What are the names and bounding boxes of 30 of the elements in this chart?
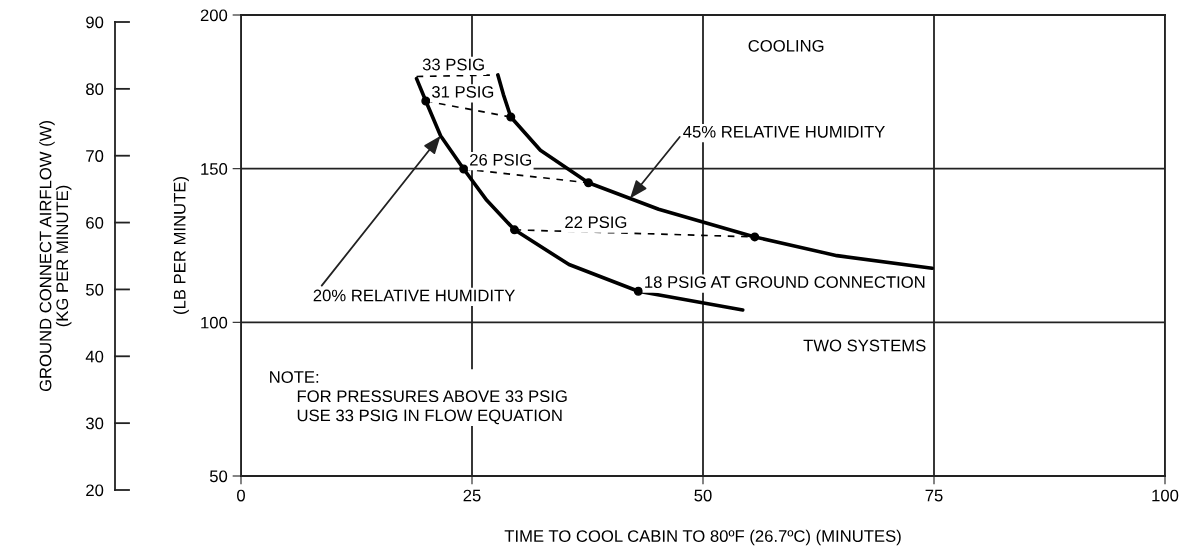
x-tick-label: 50 (694, 489, 712, 502)
annotation: NOTE: FOR PRESSURES ABOVE 33 PSIG USE 33 PSIG IN FLOW EQUATION (270, 371, 567, 425)
y2-tick-label: 30 (85, 417, 104, 430)
annotation: 31 PSIG (431, 85, 494, 98)
annotation: 22 PSIG (565, 216, 627, 229)
y2-axis-title: GROUND CONNECT AIRFLOW (W) (KG PER MINUTE) (39, 121, 72, 392)
annotation: 26 PSIG (470, 153, 531, 166)
y2-tick-label: 20 (86, 484, 104, 497)
annotation: 45% RELATIVE HUMIDITY (683, 125, 885, 138)
y2-tick-label: 60 (86, 216, 104, 229)
y-tick-label: 200 (200, 9, 228, 22)
annotation: COOLING (748, 39, 824, 52)
x-tick-label: 0 (237, 489, 245, 502)
annotation: 33 PSIG (422, 58, 484, 71)
y2-tick-label: 90 (86, 16, 104, 29)
y-tick-label: 150 (201, 163, 228, 175)
x-tick-label: 100 (1152, 489, 1179, 502)
y2-tick-label: 40 (85, 350, 104, 363)
y-tick-label: 50 (209, 470, 228, 483)
annotation: TWO SYSTEMS (803, 339, 926, 352)
y2-tick-label: 80 (86, 83, 104, 96)
x-tick-label: 75 (925, 489, 943, 502)
x-tick-label: 25 (463, 489, 481, 502)
y-axis-title: (LB PER MINUTE) (173, 177, 189, 314)
y2-tick-label: 50 (86, 283, 104, 296)
y2-tick-label: 70 (86, 150, 104, 162)
annotation: 18 PSIG AT GROUND CONNECTION (645, 276, 925, 288)
y-tick-label: 100 (201, 316, 228, 329)
x-axis-title: TIME TO COOL CABIN TO 80ºF (26.7ºC) (MINUTES) (504, 529, 901, 546)
annotation: 20% RELATIVE HUMIDITY (313, 289, 515, 302)
